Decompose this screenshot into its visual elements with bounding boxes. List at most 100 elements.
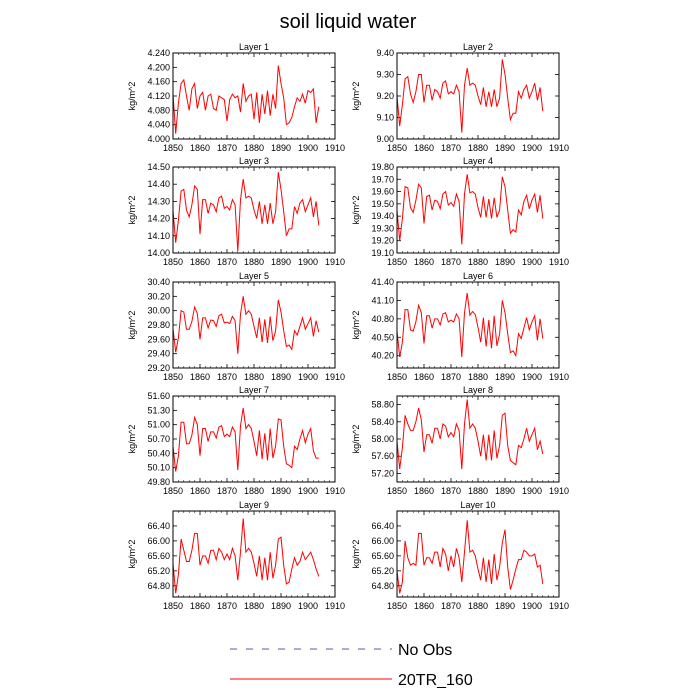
y-tick-label: 29.20 [147,363,170,373]
x-tick-label: 1890 [271,486,291,496]
y-tick-label: 14.20 [147,214,170,224]
y-tick-label: 19.60 [371,187,394,197]
x-tick-label: 1860 [414,257,434,267]
y-tick-label: 65.20 [371,566,394,576]
y-tick-label: 51.00 [147,420,170,430]
panel-layer-1: Layer 1 1850 1860 1870 1880 1890 1900 1910 4.000… [127,42,345,153]
y-tick-label: 14.50 [147,162,170,172]
x-tick-label: 1860 [190,486,210,496]
y-tick-label: 58.00 [371,434,394,444]
series-line [396,520,544,594]
x-tick-label: 1880 [244,257,264,267]
y-tick-label: 65.60 [147,551,170,561]
x-tick-label: 1890 [495,372,515,382]
y-tick-label: 9.10 [376,113,394,123]
x-tick-label: 1880 [244,601,264,611]
y-tick-label: 40.20 [371,351,394,361]
panel-layer-2: Layer 2 1850 1860 1870 1880 1890 1900 1910 9.00 9… [351,42,569,153]
y-axis-label: kg/m^2 [127,425,137,454]
plot-frame [172,395,336,483]
x-tick-label: 1870 [441,257,461,267]
x-tick-label: 1850 [163,601,183,611]
y-axis-label: kg/m^2 [127,196,137,225]
y-tick-label: 4.160 [147,77,170,87]
legend-label-20tr-160: 20TR_160 [398,672,473,689]
panel-layer-3: Layer 3 1850 1860 1870 1880 1890 1900 1910 14.00… [127,156,345,267]
y-tick-label: 4.120 [147,91,170,101]
panel-title: Layer 3 [239,156,269,166]
y-tick-label: 50.40 [147,448,170,458]
x-tick-label: 1880 [468,257,488,267]
y-axis-label: kg/m^2 [351,82,361,111]
y-tick-label: 49.80 [147,477,170,487]
y-tick-label: 29.60 [147,334,170,344]
y-tick-label: 50.70 [147,434,170,444]
x-tick-label: 1880 [244,486,264,496]
y-tick-label: 30.40 [147,277,170,287]
x-tick-label: 1850 [387,257,407,267]
x-tick-label: 1850 [163,143,183,153]
x-tick-label: 1880 [468,372,488,382]
panel-layer-8: Layer 8 1850 1860 1870 1880 1890 1900 1910 57.20… [351,385,569,496]
x-tick-label: 1870 [441,601,461,611]
x-tick-label: 1900 [298,601,318,611]
x-tick-label: 1900 [522,372,542,382]
x-tick-label: 1860 [414,601,434,611]
panel-layer-4: Layer 4 1850 1860 1870 1880 1890 1900 1910 19.10… [351,156,569,267]
y-tick-label: 14.00 [147,248,170,258]
panel-title: Layer 5 [239,271,269,281]
x-tick-label: 1870 [441,372,461,382]
panel-title: Layer 7 [239,385,269,395]
x-tick-label: 1900 [522,486,542,496]
y-tick-label: 19.70 [371,174,394,184]
x-tick-label: 1890 [495,257,515,267]
panels: Layer 1 1850 1860 1870 1880 1890 1900 1910 4.000… [127,42,569,611]
series-line [172,407,319,472]
x-tick-label: 1890 [271,372,291,382]
y-axis-label: kg/m^2 [127,540,137,569]
series-line [172,172,320,252]
x-tick-label: 1880 [244,372,264,382]
y-tick-label: 66.00 [147,536,170,546]
y-tick-label: 4.080 [147,105,170,115]
x-tick-label: 1910 [325,372,345,382]
x-tick-label: 1850 [163,486,183,496]
x-tick-label: 1860 [414,486,434,496]
x-tick-label: 1900 [522,143,542,153]
y-tick-label: 4.240 [147,48,170,58]
panel-title: Layer 8 [463,385,493,395]
x-tick-label: 1870 [217,486,237,496]
y-tick-label: 66.40 [147,521,170,531]
x-tick-label: 1860 [414,372,434,382]
x-tick-label: 1910 [325,257,345,267]
y-tick-label: 65.60 [371,551,394,561]
y-tick-label: 64.80 [371,581,394,591]
x-tick-label: 1880 [468,601,488,611]
y-tick-label: 29.40 [147,349,170,359]
y-tick-label: 14.30 [147,196,170,206]
x-tick-label: 1890 [495,486,515,496]
x-tick-label: 1850 [387,486,407,496]
y-tick-label: 4.040 [147,120,170,130]
x-tick-label: 1890 [271,601,291,611]
x-tick-label: 1880 [468,486,488,496]
panel-title: Layer 6 [463,271,493,281]
panel-title: Layer 4 [463,156,493,166]
y-tick-label: 4.200 [147,62,170,72]
y-tick-label: 57.60 [371,451,394,461]
y-tick-label: 19.20 [371,236,394,246]
panel-title: Layer 2 [463,42,493,52]
x-tick-label: 1850 [387,372,407,382]
y-axis-label: kg/m^2 [127,311,137,340]
panel-title: Layer 10 [460,500,495,510]
y-tick-label: 29.80 [147,320,170,330]
x-tick-label: 1910 [549,257,569,267]
x-tick-label: 1860 [414,143,434,153]
y-tick-label: 19.10 [371,248,394,258]
y-tick-label: 19.40 [371,211,394,221]
legend: No Obs 20TR_160 [230,642,473,689]
y-tick-label: 9.00 [376,134,394,144]
y-tick-label: 19.30 [371,223,394,233]
x-tick-label: 1880 [244,143,264,153]
y-tick-label: 66.40 [371,521,394,531]
